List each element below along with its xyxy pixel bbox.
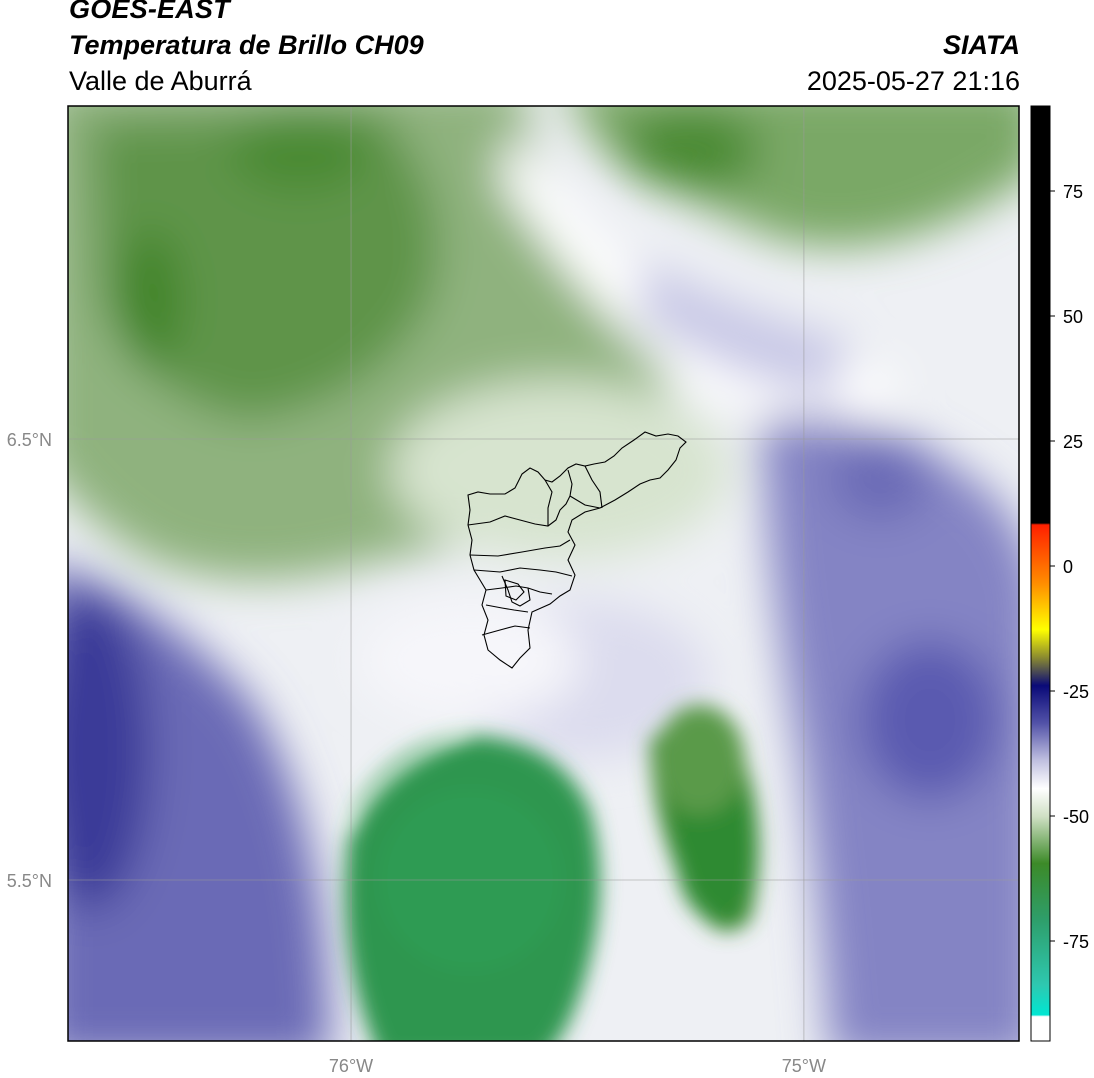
- colorbar-tick-label: 50: [1063, 307, 1083, 327]
- lat-tick-label: 6.5°N: [7, 430, 52, 450]
- lon-tick-label: 76°W: [329, 1056, 373, 1076]
- colorbar-tick-label: 0: [1063, 557, 1073, 577]
- colorbar-tick-label: 75: [1063, 182, 1083, 202]
- datetime-label: 2025-05-27 21:16: [806, 66, 1020, 96]
- satellite-title: GOES-EAST: [69, 0, 230, 24]
- municipal-boundaries: [467, 431, 687, 669]
- colorbar: 75 50 25 0 -25 -50 -75: [1030, 105, 1089, 1042]
- region-label: Valle de Aburrá: [69, 66, 252, 96]
- organization-label: SIATA: [943, 30, 1020, 60]
- lat-tick-label: 5.5°N: [7, 871, 52, 891]
- lon-tick-label: 75°W: [782, 1056, 826, 1076]
- axis-labels: 76°W 75°W 6.5°N 5.5°N: [7, 430, 826, 1076]
- colorbar-gradient: [1031, 106, 1050, 1041]
- colorbar-tick-label: 25: [1063, 432, 1083, 452]
- map-gridlines: [68, 106, 1019, 1041]
- colorbar-tick-label: -75: [1063, 932, 1089, 952]
- colorbar-frame: [1030, 105, 1051, 1042]
- colorbar-tick-label: -25: [1063, 682, 1089, 702]
- colorbar-tick-label: -50: [1063, 807, 1089, 827]
- map-frame: [67, 105, 1020, 1042]
- product-title: Temperatura de Brillo CH09: [69, 30, 424, 60]
- brightness-temperature-field: [68, 106, 1019, 1041]
